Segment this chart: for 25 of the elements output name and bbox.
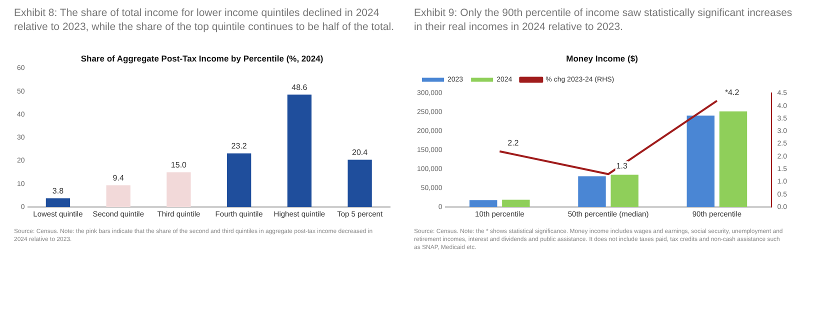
bar	[686, 116, 714, 207]
chart-subtitle: Money Income ($)	[566, 53, 638, 64]
data-label: 2.2	[508, 138, 520, 148]
data-label: 1.3	[616, 161, 628, 170]
data-label: 9.4	[112, 173, 124, 182]
chart-title: Exhibit 8: The share of total income for lower income quintiles declined in 2024 relative to 2023, while the share of the top quintile continues to be half of the total.	[14, 6, 395, 35]
bar	[610, 174, 638, 207]
bar	[287, 94, 312, 207]
data-label: 20.4	[352, 148, 368, 158]
bar	[348, 160, 372, 207]
data-label: 3.8	[52, 186, 64, 196]
bar	[502, 200, 530, 207]
data-label: 15.0	[170, 160, 188, 170]
bar	[106, 185, 130, 207]
data-label: 48.6	[292, 82, 308, 92]
data-label: 23.2	[231, 142, 248, 151]
bar	[719, 111, 748, 207]
chart-title: Exhibit 9: Only the 90th percentile of income saw statistically significant increases in their real incomes in 2024 relative to 2023.	[414, 6, 794, 35]
bar	[166, 172, 191, 207]
bar	[227, 153, 252, 207]
bar	[46, 198, 70, 207]
bar	[578, 176, 606, 207]
data-label: *4.2	[724, 88, 740, 97]
chart-subtitle: Share of Aggregate Post-Tax Income by Percentile (%, 2024)	[80, 53, 324, 64]
bar	[469, 200, 498, 207]
